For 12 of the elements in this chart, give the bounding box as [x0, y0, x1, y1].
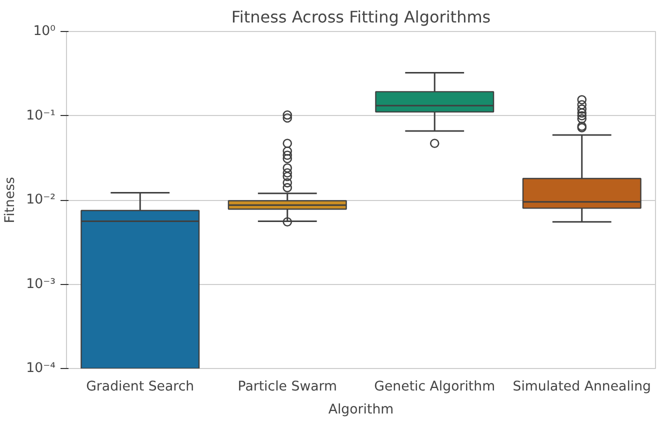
x-axis-title: Algorithm — [328, 402, 394, 418]
y-axis-title: Fitness — [3, 176, 18, 224]
y-tick-label: 10⁻³ — [26, 276, 56, 292]
y-tick-label: 10⁻⁴ — [26, 361, 56, 376]
x-tick-label: Gradient Search — [86, 380, 194, 394]
x-tick-label: Simulated Annealing — [512, 380, 652, 394]
y-tick-label: 10⁻¹ — [26, 108, 56, 124]
y-tick-label: 10⁰ — [33, 24, 56, 39]
y-tick-label: 10⁻² — [26, 192, 56, 208]
x-tick-label: Particle Swarm — [238, 380, 338, 394]
chart-title: Fitness Across Fitting Algorithms — [231, 8, 491, 26]
x-tick-label: Genetic Algorithm — [374, 380, 496, 394]
